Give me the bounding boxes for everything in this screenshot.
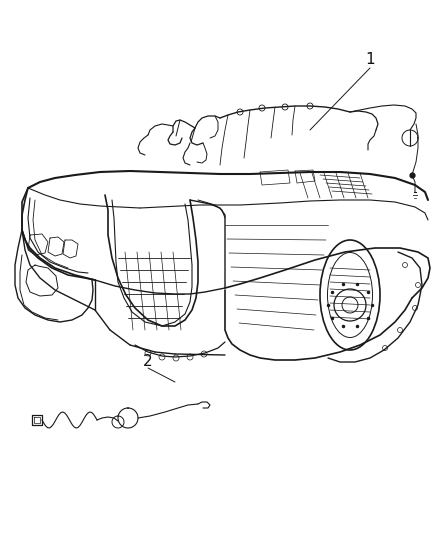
Text: 2: 2 [143,354,153,369]
Text: 1: 1 [365,52,375,68]
